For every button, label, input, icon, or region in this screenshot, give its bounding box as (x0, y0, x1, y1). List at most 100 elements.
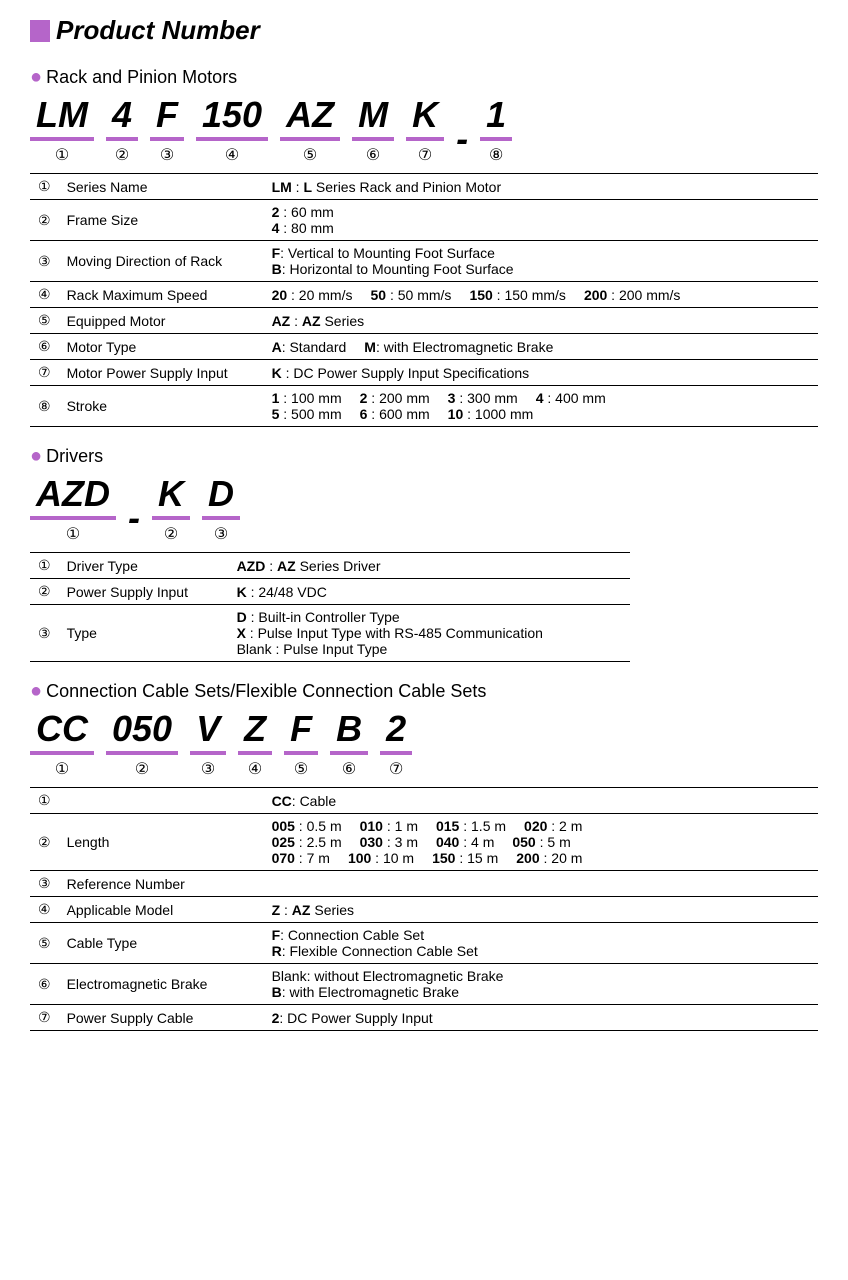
row-number: ① (30, 788, 59, 814)
row-label: Power Supply Input (59, 579, 229, 605)
code-segment: AZD ① (30, 476, 116, 544)
code-segment-value: K (152, 476, 190, 520)
code-segment: D③ (202, 476, 240, 544)
code-segment-number: ⑧ (489, 145, 503, 165)
row-description: 2 : 60 mm4 : 80 mm (264, 200, 818, 241)
table-row: ⑦Power Supply Cable2: DC Power Supply In… (30, 1005, 818, 1031)
row-label: Equipped Motor (59, 308, 264, 334)
code-segment-number: ② (115, 145, 129, 165)
code-segment-value: 050 (106, 711, 178, 755)
table-row: ①Driver TypeAZD : AZ Series Driver (30, 553, 630, 579)
product-code-row: CC①050②V③Z④F⑤B⑥2⑦ (30, 711, 818, 779)
code-segment: F③ (150, 97, 184, 165)
code-segment-value: LM (30, 97, 94, 141)
code-segment-value: CC (30, 711, 94, 755)
row-number: ⑥ (30, 334, 59, 360)
code-segment-value: 2 (380, 711, 412, 755)
code-segment-number: ① (66, 524, 80, 544)
row-label: Rack Maximum Speed (59, 282, 264, 308)
table-row: ⑦Motor Power Supply InputK : DC Power Su… (30, 360, 818, 386)
table-row: ④Applicable ModelZ : AZ Series (30, 897, 818, 923)
row-number: ④ (30, 282, 59, 308)
row-label: Applicable Model (59, 897, 264, 923)
code-segment: Z④ (238, 711, 272, 779)
code-segment-value: B (330, 711, 368, 755)
code-segment: M⑥ (352, 97, 394, 165)
row-description: A: StandardM: with Electromagnetic Brake (264, 334, 818, 360)
code-segment-value: K (406, 97, 444, 141)
row-description: 2: DC Power Supply Input (264, 1005, 818, 1031)
row-label: Motor Type (59, 334, 264, 360)
row-label: Motor Power Supply Input (59, 360, 264, 386)
code-segment-number: ⑥ (342, 759, 356, 779)
code-segment-number: ① (55, 759, 69, 779)
table-row: ④Rack Maximum Speed20 : 20 mm/s50 : 50 m… (30, 282, 818, 308)
code-segment: LM① (30, 97, 94, 165)
section: Rack and Pinion MotorsLM①4②F③150④AZ⑤M⑥K⑦… (30, 66, 818, 427)
code-segment-value: 150 (196, 97, 268, 141)
spec-table: ①Driver TypeAZD : AZ Series Driver②Power… (30, 552, 630, 662)
table-row: ②Power Supply InputK : 24/48 VDC (30, 579, 630, 605)
row-description: Blank: without Electromagnetic BrakeB: w… (264, 964, 818, 1005)
row-description: 1 : 100 mm2 : 200 mm3 : 300 mm4 : 400 mm… (264, 386, 818, 427)
row-label (59, 788, 264, 814)
table-row: ⑤Equipped MotorAZ : AZ Series (30, 308, 818, 334)
row-number: ④ (30, 897, 59, 923)
code-segment: B⑥ (330, 711, 368, 779)
section: Connection Cable Sets/Flexible Connectio… (30, 680, 818, 1031)
code-segment-number: ③ (214, 524, 228, 544)
code-segment-value: M (352, 97, 394, 141)
row-number: ⑤ (30, 308, 59, 334)
row-label: Reference Number (59, 871, 264, 897)
code-segment: CC ① (30, 711, 94, 779)
row-label: Driver Type (59, 553, 229, 579)
code-segment-number: ⑦ (389, 759, 403, 779)
row-number: ⑤ (30, 923, 59, 964)
table-row: ③Reference Number (30, 871, 818, 897)
code-segment-value: V (190, 711, 226, 755)
code-segment-value: 4 (106, 97, 138, 141)
code-segment: F⑤ (284, 711, 318, 779)
section-title: Connection Cable Sets/Flexible Connectio… (30, 680, 818, 703)
code-segment: K② (152, 476, 190, 544)
row-number: ① (30, 553, 59, 579)
row-label: Electromagnetic Brake (59, 964, 264, 1005)
table-row: ①CC: Cable (30, 788, 818, 814)
code-segment: V③ (190, 711, 226, 779)
code-segment-number: ④ (248, 759, 262, 779)
row-label: Frame Size (59, 200, 264, 241)
code-segment-value: AZ (280, 97, 340, 141)
table-row: ⑧Stroke1 : 100 mm2 : 200 mm3 : 300 mm4 :… (30, 386, 818, 427)
code-segment-value: F (284, 711, 318, 755)
row-description: 005 : 0.5 m010 : 1 m015 : 1.5 m020 : 2 m… (264, 814, 818, 871)
code-segment-number: ② (135, 759, 149, 779)
spec-table: ①CC: Cable②Length005 : 0.5 m010 : 1 m015… (30, 787, 818, 1031)
page-title: Product Number (30, 15, 818, 46)
code-segment: K⑦ (406, 97, 444, 165)
row-number: ⑥ (30, 964, 59, 1005)
product-code-row: LM①4②F③150④AZ⑤M⑥K⑦-1⑧ (30, 97, 818, 165)
code-segment: 050 ② (106, 711, 178, 779)
table-row: ⑤Cable TypeF: Connection Cable SetR: Fle… (30, 923, 818, 964)
code-separator: - (128, 500, 140, 544)
code-segment-number: ③ (201, 759, 215, 779)
row-label: Power Supply Cable (59, 1005, 264, 1031)
section-title: Rack and Pinion Motors (30, 66, 818, 89)
code-segment-number: ⑦ (418, 145, 432, 165)
code-segment-value: AZD (30, 476, 116, 520)
row-label: Length (59, 814, 264, 871)
code-segment-number: ⑥ (366, 145, 380, 165)
table-row: ③Moving Direction of RackF: Vertical to … (30, 241, 818, 282)
row-label: Type (59, 605, 229, 662)
table-row: ②Frame Size2 : 60 mm4 : 80 mm (30, 200, 818, 241)
row-number: ⑦ (30, 360, 59, 386)
product-code-row: AZD①-K②D③ (30, 476, 818, 544)
code-segment-number: ③ (160, 145, 174, 165)
row-number: ② (30, 814, 59, 871)
code-segment-value: F (150, 97, 184, 141)
row-number: ③ (30, 871, 59, 897)
code-segment-value: D (202, 476, 240, 520)
code-segment: 2⑦ (380, 711, 412, 779)
row-number: ① (30, 174, 59, 200)
spec-table: ①Series NameLM : L Series Rack and Pinio… (30, 173, 818, 427)
